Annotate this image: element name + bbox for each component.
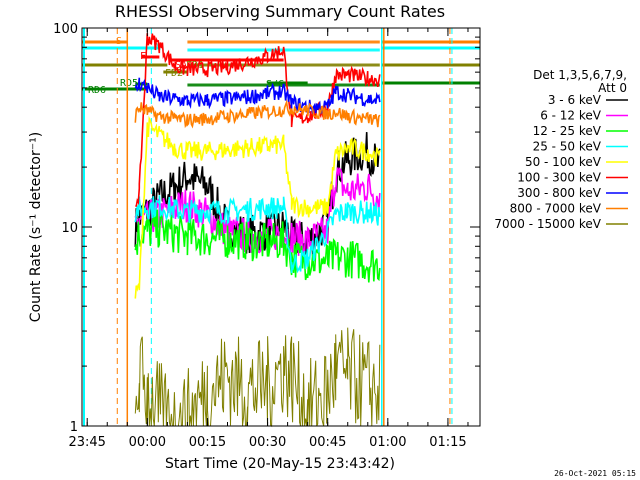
legend-title-line1: Det 1,3,5,6,7,9, bbox=[533, 68, 627, 82]
series-line-4 bbox=[134, 115, 381, 299]
flag-label-7: RD6 bbox=[88, 85, 106, 96]
x-tick-label: 01:00 bbox=[369, 435, 406, 450]
x-tick-label: 01:15 bbox=[429, 435, 466, 450]
y-axis-ticks: 1 10 100 bbox=[53, 22, 480, 435]
x-axis-ticks: 23:45 00:00 00:15 00:30 00:45 01:00 01:15 bbox=[68, 28, 469, 450]
series-line-5 bbox=[135, 33, 381, 207]
series-line-6 bbox=[134, 77, 381, 115]
series-line-3 bbox=[134, 195, 381, 274]
flag-label-6: RD5 bbox=[120, 78, 138, 89]
legend-entry-label: 12 - 25 keV bbox=[533, 124, 602, 138]
legend-entry-label: 100 - 300 keV bbox=[517, 171, 601, 185]
legend-title-line2: Att 0 bbox=[598, 81, 627, 95]
series-line-7 bbox=[134, 99, 381, 129]
y-tick-label: 10 bbox=[61, 221, 78, 236]
timestamp: 26-Oct-2021 05:15 bbox=[554, 469, 636, 478]
legend-entry-label: 7000 - 15000 keV bbox=[494, 217, 601, 231]
chart-title: RHESSI Observing Summary Count Rates bbox=[115, 2, 445, 21]
legend-entry-label: 25 - 50 keV bbox=[533, 140, 602, 154]
flag-label-5: FD2 bbox=[165, 68, 183, 79]
x-axis-label: Start Time (20-May-15 23:43:42) bbox=[165, 456, 395, 472]
x-tick-label: 00:00 bbox=[129, 435, 166, 450]
legend-entry-label: 6 - 12 keV bbox=[540, 109, 602, 123]
x-tick-label: 00:30 bbox=[249, 435, 286, 450]
flag-label-0: S bbox=[116, 36, 122, 47]
flag-label-1: N bbox=[155, 42, 161, 53]
series-lines bbox=[134, 33, 381, 428]
x-tick-label: 00:45 bbox=[309, 435, 346, 450]
y-axis-label: Count Rate (s⁻¹ detector⁻¹) bbox=[28, 132, 44, 322]
legend-entry-label: 800 - 7000 keV bbox=[510, 202, 602, 216]
flag-label-2: F bbox=[140, 51, 146, 62]
legend-entry-label: 50 - 100 keV bbox=[525, 155, 602, 169]
series-line-2 bbox=[134, 209, 381, 283]
series-line-1 bbox=[134, 167, 381, 257]
x-tick-label: 00:15 bbox=[189, 435, 226, 450]
legend-entry-label: 300 - 800 keV bbox=[517, 186, 601, 200]
x-tick-label: 23:45 bbox=[68, 435, 105, 450]
series-line-8 bbox=[134, 327, 381, 428]
y-tick-label: 1 bbox=[70, 420, 78, 435]
legend-entry-label: 3 - 6 keV bbox=[548, 93, 602, 107]
y-tick-label: 100 bbox=[53, 22, 78, 37]
